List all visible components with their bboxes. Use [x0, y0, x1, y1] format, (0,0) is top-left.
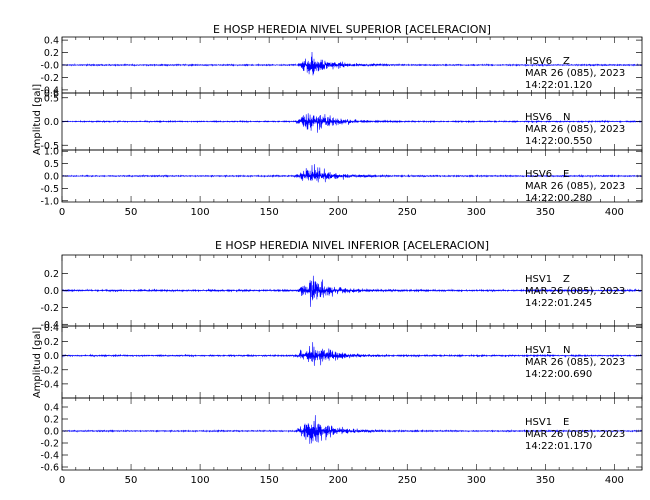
x-tick-label: 0 — [59, 475, 65, 486]
y-tick-label: 0.5 — [44, 93, 59, 104]
record-time: 14:22:00.280 — [525, 193, 592, 204]
y-tick-label: 0.0 — [44, 172, 59, 183]
x-tick-label: 200 — [329, 475, 348, 486]
chart-title: E HOSP HEREDIA NIVEL INFERIOR [ACELERACI… — [215, 239, 489, 252]
record-time: 14:22:01.120 — [525, 80, 592, 91]
y-tick-label: 0.4 — [44, 403, 59, 414]
record-date: MAR 26 (085), 2023 — [525, 124, 625, 135]
x-tick-label: 50 — [125, 475, 138, 486]
y-tick-label: -1.0 — [40, 196, 59, 207]
waveform-line — [61, 113, 643, 133]
x-tick-label: 150 — [260, 207, 279, 218]
y-tick-label: 0.0 — [44, 286, 59, 297]
y-tick-label: -0.4 — [40, 320, 59, 331]
waveform-line — [62, 415, 643, 444]
y-tick-label: 0.0 — [44, 351, 59, 362]
record-date: MAR 26 (085), 2023 — [525, 429, 625, 440]
y-tick-label: 1.0 — [44, 147, 59, 158]
waveform-line — [61, 164, 643, 183]
x-tick-label: 0 — [59, 207, 65, 218]
station-code: HSV1 — [525, 345, 552, 356]
station-code: HSV6 — [525, 169, 552, 180]
record-time: 14:22:00.550 — [525, 136, 592, 147]
y-tick-label: -0.2 — [40, 439, 59, 450]
record-time: 14:22:01.170 — [525, 441, 592, 452]
y-tick-label: 0.2 — [44, 415, 59, 426]
waveform-line — [61, 51, 643, 76]
x-tick-label: 350 — [536, 475, 555, 486]
x-tick-label: 150 — [260, 475, 279, 486]
y-tick-label: -0.0 — [40, 61, 59, 72]
x-tick-label: 100 — [191, 475, 210, 486]
y-tick-label: 0.2 — [44, 269, 59, 280]
station-code: HSV1 — [525, 417, 552, 428]
component-code: Z — [563, 56, 570, 67]
y-tick-label: -0.5 — [40, 141, 59, 152]
chart-title: E HOSP HEREDIA NIVEL SUPERIOR [ACELERACI… — [213, 23, 491, 36]
y-tick-label: 0.5 — [44, 159, 59, 170]
y-axis-label: Amplitud [gal] — [32, 84, 43, 155]
x-tick-label: 300 — [467, 207, 486, 218]
y-tick-label: -0.4 — [40, 85, 59, 96]
y-tick-label: 0.6 — [44, 89, 59, 100]
station-code: HSV1 — [525, 274, 552, 285]
x-tick-label: 100 — [191, 207, 210, 218]
x-tick-label: 200 — [329, 207, 348, 218]
x-tick-label: 400 — [605, 207, 624, 218]
waveform-line — [61, 342, 643, 366]
y-tick-label: -0.4 — [40, 451, 59, 462]
component-code: N — [563, 345, 570, 356]
component-code: E — [563, 417, 569, 428]
y-tick-label: -0.5 — [40, 184, 59, 195]
y-tick-label: 0.2 — [44, 337, 59, 348]
chart-upper: E HOSP HEREDIA NIVEL SUPERIOR [ACELERACI… — [32, 23, 643, 218]
record-time: 14:22:01.245 — [525, 298, 592, 309]
y-tick-label: -0.2 — [40, 73, 59, 84]
waveform-line — [61, 275, 643, 307]
station-code: HSV6 — [525, 56, 552, 67]
y-tick-label: -0.2 — [40, 303, 59, 314]
x-tick-label: 50 — [125, 207, 138, 218]
station-code: HSV6 — [525, 112, 552, 123]
y-tick-label: 0.0 — [44, 427, 59, 438]
record-date: MAR 26 (085), 2023 — [525, 181, 625, 192]
component-code: Z — [563, 274, 570, 285]
record-date: MAR 26 (085), 2023 — [525, 68, 625, 79]
y-axis-label: Amplitud [gal] — [32, 327, 43, 398]
component-code: N — [563, 112, 570, 123]
record-date: MAR 26 (085), 2023 — [525, 357, 625, 368]
x-tick-label: 250 — [398, 207, 417, 218]
y-tick-label: 0.2 — [44, 48, 59, 59]
y-tick-label: 0.4 — [44, 323, 59, 334]
y-tick-label: 0.4 — [44, 36, 59, 47]
component-code: E — [563, 169, 569, 180]
y-tick-label: -0.2 — [40, 365, 59, 376]
y-tick-label: -0.6 — [40, 463, 59, 474]
record-time: 14:22:00.690 — [525, 369, 592, 380]
y-tick-label: 0.0 — [44, 117, 59, 128]
x-tick-label: 350 — [536, 207, 555, 218]
record-date: MAR 26 (085), 2023 — [525, 286, 625, 297]
x-tick-label: 300 — [467, 475, 486, 486]
chart-lower: E HOSP HEREDIA NIVEL INFERIOR [ACELERACI… — [32, 239, 643, 486]
x-tick-label: 400 — [605, 475, 624, 486]
x-tick-label: 250 — [398, 475, 417, 486]
y-tick-label: -0.4 — [40, 379, 59, 390]
